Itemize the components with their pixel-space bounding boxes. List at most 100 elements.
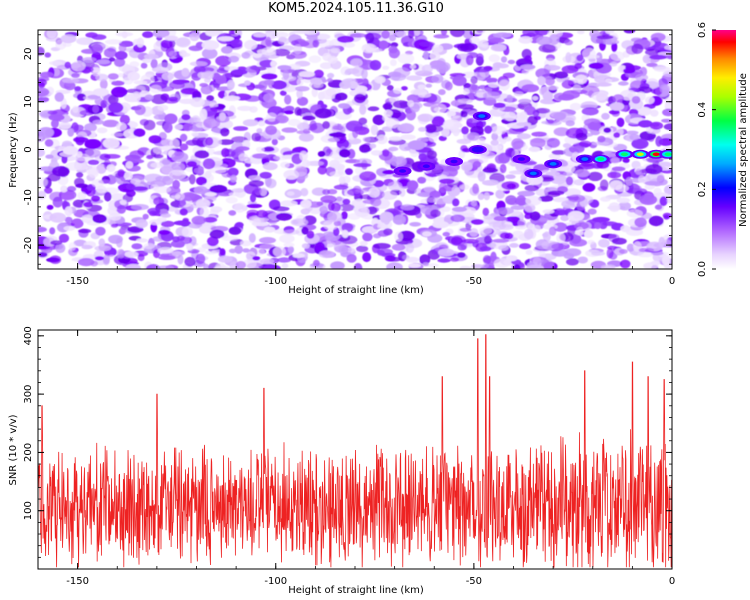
heatmap-cell [564,248,582,257]
heatmap-cell [527,264,544,269]
heatmap-cell [207,148,215,156]
heatmap-cell [191,132,199,137]
heatmap-cell [491,132,499,141]
heatmap-cell [493,258,511,268]
heatmap-cell [240,240,252,247]
heatmap-cell [362,232,373,242]
heatmap-cell [545,76,555,86]
heatmap-cell [415,211,422,219]
heatmap-cell [47,173,61,182]
heatmap-cell [353,163,372,168]
heatmap-cell [639,66,648,77]
heatmap-cell [49,61,63,66]
heatmap-cell [434,164,446,170]
heatmap-cell [312,39,320,48]
heatmap-cell [195,198,211,209]
heatmap-cell [263,226,276,233]
heatmap-cell [153,196,165,206]
heatmap-cell [58,233,70,243]
heatmap-cell [272,206,290,212]
heatmap-cell [639,194,658,205]
heatmap-cell [417,176,427,184]
heatmap-cell [562,143,572,149]
heatmap-cell [65,162,82,171]
heatmap-cell [87,159,100,165]
heatmap-cell [315,33,331,40]
heatmap-cell [251,132,262,142]
heatmap-cell [457,244,467,251]
heatmap-cell [38,46,45,56]
heatmap-cell [370,197,382,207]
heatmap-cell [645,164,663,175]
heatmap-cell [591,91,608,101]
heatmap-cell [233,126,249,131]
heatmap-cell [499,163,507,174]
heatmap-cell [436,58,446,69]
heatmap-cell [370,124,379,136]
heatmap-cell [426,150,437,160]
heatmap-cell [378,40,389,50]
heatmap-cell [535,188,549,197]
heatmap-cell [374,75,386,84]
heatmap-cell [131,243,143,250]
heatmap-cell [252,153,269,159]
heatmap-cell [333,242,348,253]
heatmap-cell [332,125,344,131]
heatmap-cell [275,212,293,221]
heatmap-cell [654,204,663,210]
heatmap-cell [284,110,294,115]
heatmap-cell [209,209,219,215]
heatmap-cell [482,255,492,265]
heatmap-cell [118,44,127,52]
heatmap-cell [527,115,538,126]
heatmap-cell [234,245,243,254]
heatmap-cell [418,153,428,161]
heatmap-cell [482,207,490,217]
heatmap-cell [388,181,403,191]
heatmap-cell [451,206,468,212]
y-tick-label: -10 [23,189,34,205]
heatmap-cell [522,30,540,37]
heatmap-cell [44,139,54,147]
heatmap-cell [320,195,337,204]
heatmap-cell [466,118,473,124]
heatmap-cell [422,231,432,237]
heatmap-cell [513,264,521,269]
heatmap-cell [450,236,463,246]
heatmap-cell [482,179,499,186]
heatmap-cell [46,204,54,210]
heatmap-cell [206,95,215,102]
heatmap-cell [517,190,535,197]
heatmap-cell [203,216,218,223]
heatmap-cell [490,43,507,52]
heatmap-cell [173,151,183,157]
heatmap-cell [657,51,672,56]
heatmap-cell [537,76,546,86]
heatmap-cell [108,94,119,105]
heatmap-cell [91,195,101,203]
heatmap-cell [277,257,292,263]
heatmap-cell [133,44,147,53]
x-tick-label: -50 [466,276,482,287]
heatmap-cell [442,231,451,237]
heatmap-cell [171,251,186,257]
heatmap-cell [327,137,340,142]
heatmap-cell [409,222,422,227]
heatmap-cell [388,146,399,152]
heatmap-cell [430,209,441,218]
heatmap-cell [650,109,659,117]
heatmap-cell [119,114,130,125]
heatmap-cell [48,114,65,121]
heatmap-cell [153,114,167,120]
heatmap-cell [507,59,516,65]
heatmap-cell [484,235,492,245]
heatmap-cell [577,30,585,35]
heatmap-cell [241,52,251,59]
snr-panel: -150 -100 -50 0 100 200 300 400 Height of strai… [8,326,675,596]
heatmap-cell [661,255,671,266]
heatmap-cell [638,120,653,128]
heatmap-cell [473,68,491,73]
y-tick-label: 400 [23,326,34,345]
heatmap-cell [284,94,292,105]
